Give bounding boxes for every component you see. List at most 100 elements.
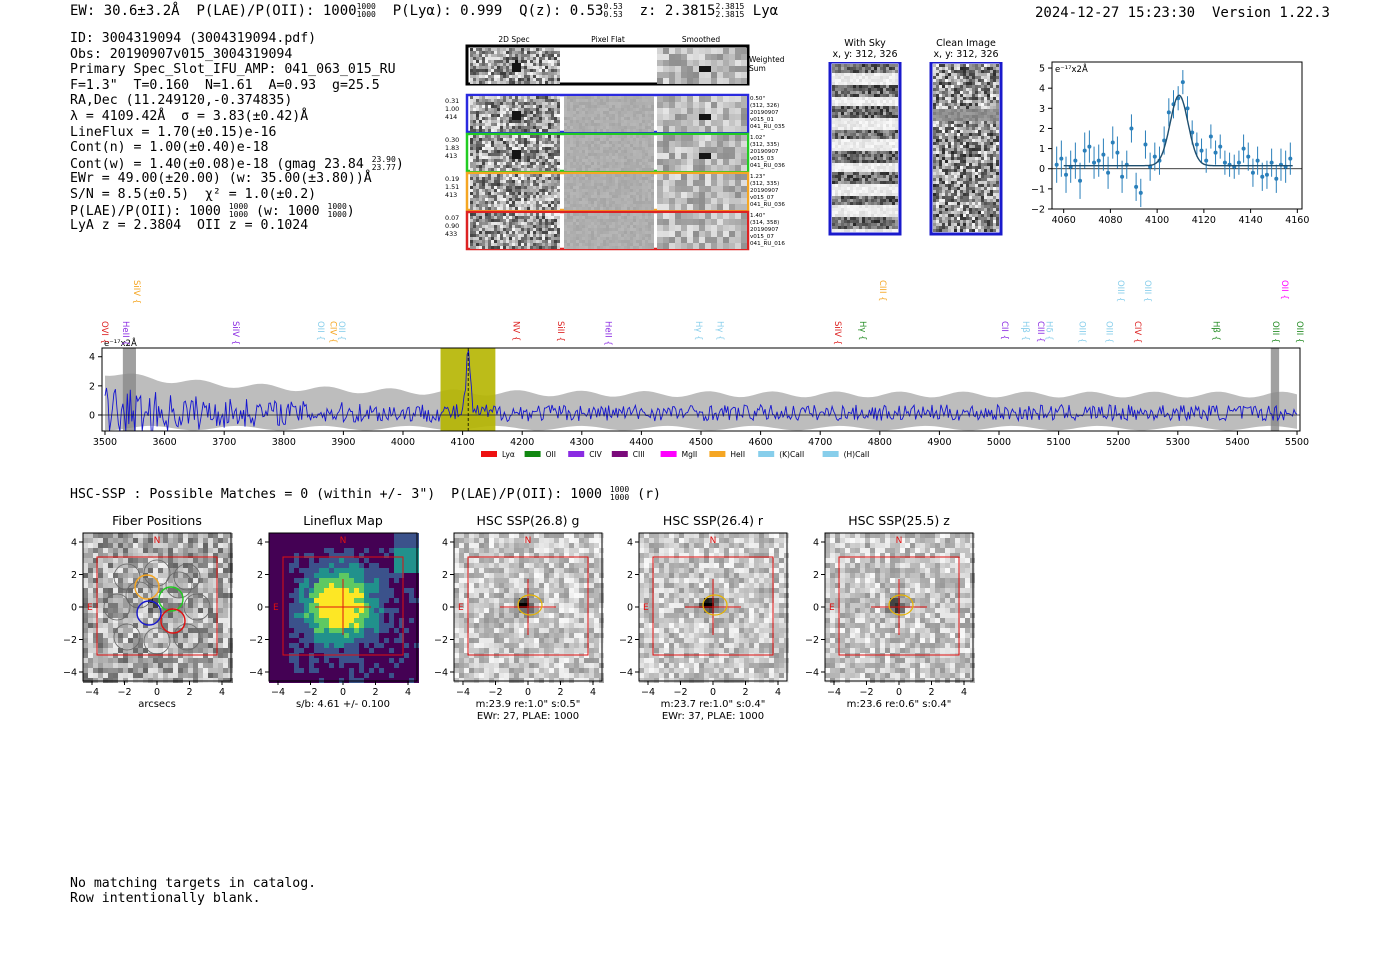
spectrum-line-label-lower: OIII {	[1270, 321, 1280, 343]
stamp-east-label: E	[273, 603, 279, 613]
stamp-source-ellipse	[888, 594, 914, 616]
stamp-aperture-box	[838, 556, 960, 656]
stamp-xtick-label: 4	[590, 687, 596, 698]
stamp-north-label: N	[525, 536, 532, 546]
stamp-xtick-label: 2	[742, 687, 748, 698]
spectrum-line-label-lower: OIII {	[1076, 321, 1086, 343]
fiber-circle	[183, 593, 211, 621]
hsc-summary: HSC-SSP : Possible Matches = 0 (within +…	[70, 485, 661, 503]
spectrum-line-label-lower: OII {	[315, 321, 325, 341]
with-sky-title: With Sky x, y: 312, 326	[832, 38, 898, 60]
stamp-ytick-label: 0	[257, 603, 263, 614]
stamp-ytick-label: 4	[813, 538, 819, 549]
spectrum-line-label-upper: OIII {	[1115, 280, 1125, 302]
zoom-xtick-label: 4120	[1192, 215, 1216, 226]
spectrum-line-label-lower: SiIV {	[230, 321, 240, 345]
stamp-ytick-label: 0	[442, 603, 448, 614]
spectrum-line-label-upper: OIII {	[1142, 280, 1152, 302]
spectrum-xtick-label: 4100	[450, 437, 474, 448]
spectrum-line-label-lower: HeII {	[120, 321, 130, 346]
zoom-point	[1110, 140, 1115, 145]
fiber-circle	[173, 623, 201, 651]
zoom-ytick-label: 5	[1039, 64, 1045, 75]
stamp-caption-secondary: EWr: 37, PLAE: 1000	[662, 711, 764, 722]
fiber-circle	[143, 627, 171, 655]
stamp-north-label: N	[154, 536, 161, 546]
zoom-point	[1134, 184, 1139, 189]
spectrum-legend-label: (K)CaII	[779, 450, 804, 459]
stamp-caption-secondary: EWr: 27, PLAE: 1000	[477, 711, 579, 722]
header-qz-range: 0.53 0.53	[603, 2, 623, 19]
fiber-circle-highlight	[160, 608, 186, 634]
zoom-point	[1078, 178, 1083, 183]
zoom-point	[1115, 150, 1120, 155]
spectrum-xtick-label: 4300	[570, 437, 594, 448]
timestamp: 2024-12-27 15:23:30	[1034, 5, 1196, 21]
spectrum-line-label-lower: OVI {	[99, 321, 109, 344]
zoom-xtick-label: 4080	[1098, 215, 1122, 226]
spectrum-xtick-label: 5500	[1285, 437, 1309, 448]
info-line: S/N = 8.5(±0.5) χ² = 1.0(±0.2)	[70, 186, 317, 202]
header-z: z: 2.3815	[639, 3, 716, 19]
zoom-point	[1218, 144, 1223, 149]
stamp-xtick-label: −2	[488, 687, 502, 698]
clean-image-title: Clean Image x, y: 312, 326	[933, 38, 999, 60]
stamp-source-ellipse	[702, 594, 728, 616]
zoom-point	[1241, 146, 1246, 151]
zoom-point	[1269, 160, 1274, 165]
stamp-caption: arcsecs	[138, 699, 176, 710]
footer-line: Row intentionally blank.	[70, 891, 261, 906]
header-ew: EW: 30.6±3.2Å	[70, 3, 180, 19]
zoom-ytick-label: −2	[1031, 205, 1045, 216]
spectrum-line-label-lower: Hδ {	[1044, 321, 1054, 341]
zoom-point	[1180, 80, 1185, 85]
spectrum-legend-label: Lyα	[502, 450, 515, 459]
stamp-xtick-label: −4	[827, 687, 841, 698]
spectrum-masked-region	[1270, 348, 1280, 431]
stamp-title: Lineflux Map	[303, 513, 383, 528]
spectrum-line-label-lower: Hβ {	[1211, 321, 1221, 341]
stamp-ytick-label: 4	[71, 538, 77, 549]
cutout-row-right-label: 1.02" (312, 335) 20190907 v015_03 041_RU_036	[750, 135, 785, 169]
stamp-xtick-label: 0	[154, 687, 160, 698]
stamp-ytick-label: −4	[434, 668, 448, 679]
zoom-point	[1166, 110, 1171, 115]
stamp-ytick-label: 2	[442, 570, 448, 581]
spectrum-line-label-lower: Hγ {	[715, 321, 725, 341]
zoom-point	[1092, 160, 1097, 165]
spectrum-line-label-lower: OIII {	[1103, 321, 1113, 343]
cutout-row-left-label: 0.07 0.90 433	[445, 214, 459, 238]
zoom-point	[1082, 148, 1087, 153]
fiber-circle	[125, 581, 153, 609]
spectrum-xtick-label: 5000	[987, 437, 1011, 448]
info-line: LineFlux = 1.70(±0.15)e-16	[70, 124, 277, 140]
zoom-point	[1054, 162, 1059, 167]
zoom-point	[1073, 158, 1078, 163]
spectrum-line-label-lower: HeII {	[603, 321, 613, 346]
col-title-pixelflat: Pixel Flat	[591, 35, 625, 44]
stamp-ytick-label: −2	[805, 635, 819, 646]
zoom-ytick-label: 3	[1039, 104, 1045, 115]
spectrum-legend-swatch	[611, 451, 628, 457]
fiber-circle	[165, 571, 193, 599]
spectrum-line-label-lower: Hβ {	[1020, 321, 1030, 341]
footer-notes: No matching targets in catalog. Row inten…	[70, 876, 316, 906]
stamp-east-label: E	[458, 603, 464, 613]
zoom-point	[1236, 160, 1241, 165]
stamp-xtick-label: 4	[961, 687, 967, 698]
spectrum-ytick-label: 4	[89, 352, 95, 363]
stamp-xtick-label: 2	[928, 687, 934, 698]
info-line: RA,Dec (11.249120,-0.374835)	[70, 93, 293, 109]
zoom-point	[1288, 156, 1293, 161]
cutout-row-right-label: 1.23" (312, 335) 20190907 v015_07 041_RU_036	[750, 174, 785, 208]
spectrum-flux-line	[104, 350, 1298, 432]
stamp-xtick-label: −4	[641, 687, 655, 698]
info-line: F=1.3" T=0.160 N=1.61 A=0.93 g=25.5	[70, 77, 380, 93]
stamp-east-label: E	[87, 603, 93, 613]
spectrum-xtick-label: 4800	[868, 437, 892, 448]
stamp-xtick-label: 0	[710, 687, 716, 698]
zoom-point	[1199, 148, 1204, 153]
stamp-title: HSC SSP(25.5) z	[848, 513, 950, 528]
spectrum-legend-label: (H)CaII	[844, 450, 870, 459]
col-title-smoothed: Smoothed	[682, 35, 721, 44]
